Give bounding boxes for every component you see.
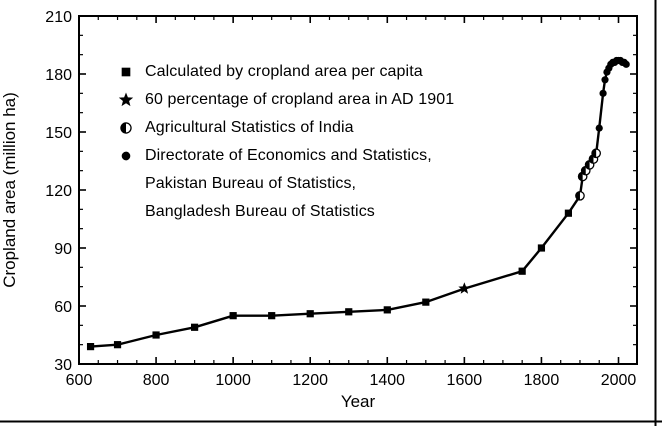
legend-row: Pakistan Bureau of Statistics, — [118, 170, 454, 198]
square-marker — [229, 312, 237, 320]
legend-row: Agricultural Statistics of India — [118, 114, 454, 142]
square-marker — [152, 331, 160, 339]
half-circle-marker-fill — [578, 172, 583, 181]
square-marker — [345, 308, 353, 316]
half-circle-marker-fill — [589, 154, 594, 164]
half-circle-marker-fill — [585, 160, 590, 170]
y-tick-label: 120 — [45, 183, 72, 200]
legend-row: Calculated by cropland area per capita — [118, 58, 454, 86]
y-tick-label: 60 — [54, 299, 72, 316]
chart-legend: Calculated by cropland area per capita 6… — [118, 58, 454, 226]
y-tick-label: 90 — [54, 241, 72, 258]
half-circle-marker-fill — [591, 149, 597, 158]
x-tick-label: 1000 — [215, 372, 251, 389]
square-marker — [306, 310, 314, 318]
square-marker — [86, 343, 95, 351]
y-tick-label: 180 — [45, 67, 72, 84]
legend-label: Bangladesh Bureau of Statistics — [145, 203, 375, 220]
legend-row: Directorate of Economics and Statistics, — [118, 142, 454, 170]
circle-marker-icon — [118, 148, 145, 164]
half-circle-marker-fill — [120, 122, 126, 134]
legend-marker-spacer — [118, 204, 145, 220]
square-marker — [422, 298, 430, 306]
square-marker — [268, 312, 276, 320]
circle-marker — [622, 60, 630, 68]
half-circle-marker-fill — [575, 191, 580, 200]
square-marker-icon — [118, 64, 145, 80]
square-marker — [537, 244, 546, 252]
circle-marker — [121, 151, 131, 161]
x-tick-label: 1800 — [524, 372, 560, 389]
half-circle-marker-fill — [581, 166, 586, 175]
y-tick-label: 210 — [45, 9, 72, 26]
square-marker — [564, 209, 573, 217]
square-marker — [383, 306, 391, 314]
legend-row: 60 percentage of cropland area in AD 190… — [118, 86, 454, 114]
star-marker-icon — [118, 92, 145, 108]
legend-label: Calculated by cropland area per capita — [145, 63, 423, 80]
circle-marker — [601, 76, 609, 84]
legend-marker-spacer — [118, 176, 145, 192]
x-tick-label: 800 — [143, 372, 170, 389]
x-tick-label: 1400 — [369, 372, 405, 389]
legend-label: Pakistan Bureau of Statistics, — [145, 175, 357, 192]
half-circle-marker-icon — [118, 120, 145, 136]
square-marker — [113, 341, 122, 349]
x-axis-title: Year — [341, 392, 376, 411]
y-axis-title: Cropland area (million ha) — [0, 92, 19, 288]
star-marker — [118, 92, 134, 107]
x-tick-label: 2000 — [601, 372, 637, 389]
legend-label: Agricultural Statistics of India — [145, 119, 354, 136]
legend-row: Bangladesh Bureau of Statistics — [118, 198, 454, 226]
plot-frame — [78, 15, 638, 365]
x-tick-label: 1600 — [447, 372, 483, 389]
y-tick-label: 30 — [54, 357, 72, 374]
legend-label: Directorate of Economics and Statistics, — [145, 147, 432, 164]
x-tick-label: 1200 — [292, 372, 328, 389]
circle-marker — [595, 124, 603, 132]
legend-label: 60 percentage of cropland area in AD 190… — [145, 91, 455, 108]
circle-marker — [599, 89, 607, 97]
x-tick-label: 600 — [66, 372, 93, 389]
square-marker — [121, 67, 131, 77]
square-marker — [518, 267, 526, 275]
square-marker — [191, 323, 199, 331]
star-marker — [458, 282, 471, 294]
y-tick-label: 150 — [45, 125, 72, 142]
